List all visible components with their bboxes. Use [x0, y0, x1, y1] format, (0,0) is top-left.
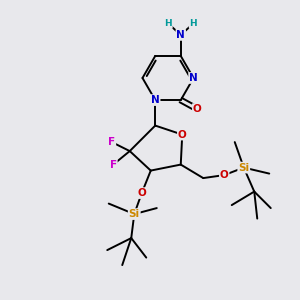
Text: H: H — [164, 19, 172, 28]
Text: F: F — [108, 137, 115, 147]
Text: O: O — [220, 170, 229, 180]
Text: N: N — [151, 95, 160, 105]
Text: H: H — [190, 19, 197, 28]
Text: Si: Si — [238, 163, 249, 172]
Text: N: N — [176, 30, 185, 40]
Text: O: O — [178, 130, 187, 140]
Text: Si: Si — [129, 209, 140, 219]
Text: O: O — [193, 104, 202, 114]
Text: N: N — [189, 73, 198, 83]
Text: O: O — [137, 188, 146, 198]
Text: F: F — [110, 160, 117, 170]
